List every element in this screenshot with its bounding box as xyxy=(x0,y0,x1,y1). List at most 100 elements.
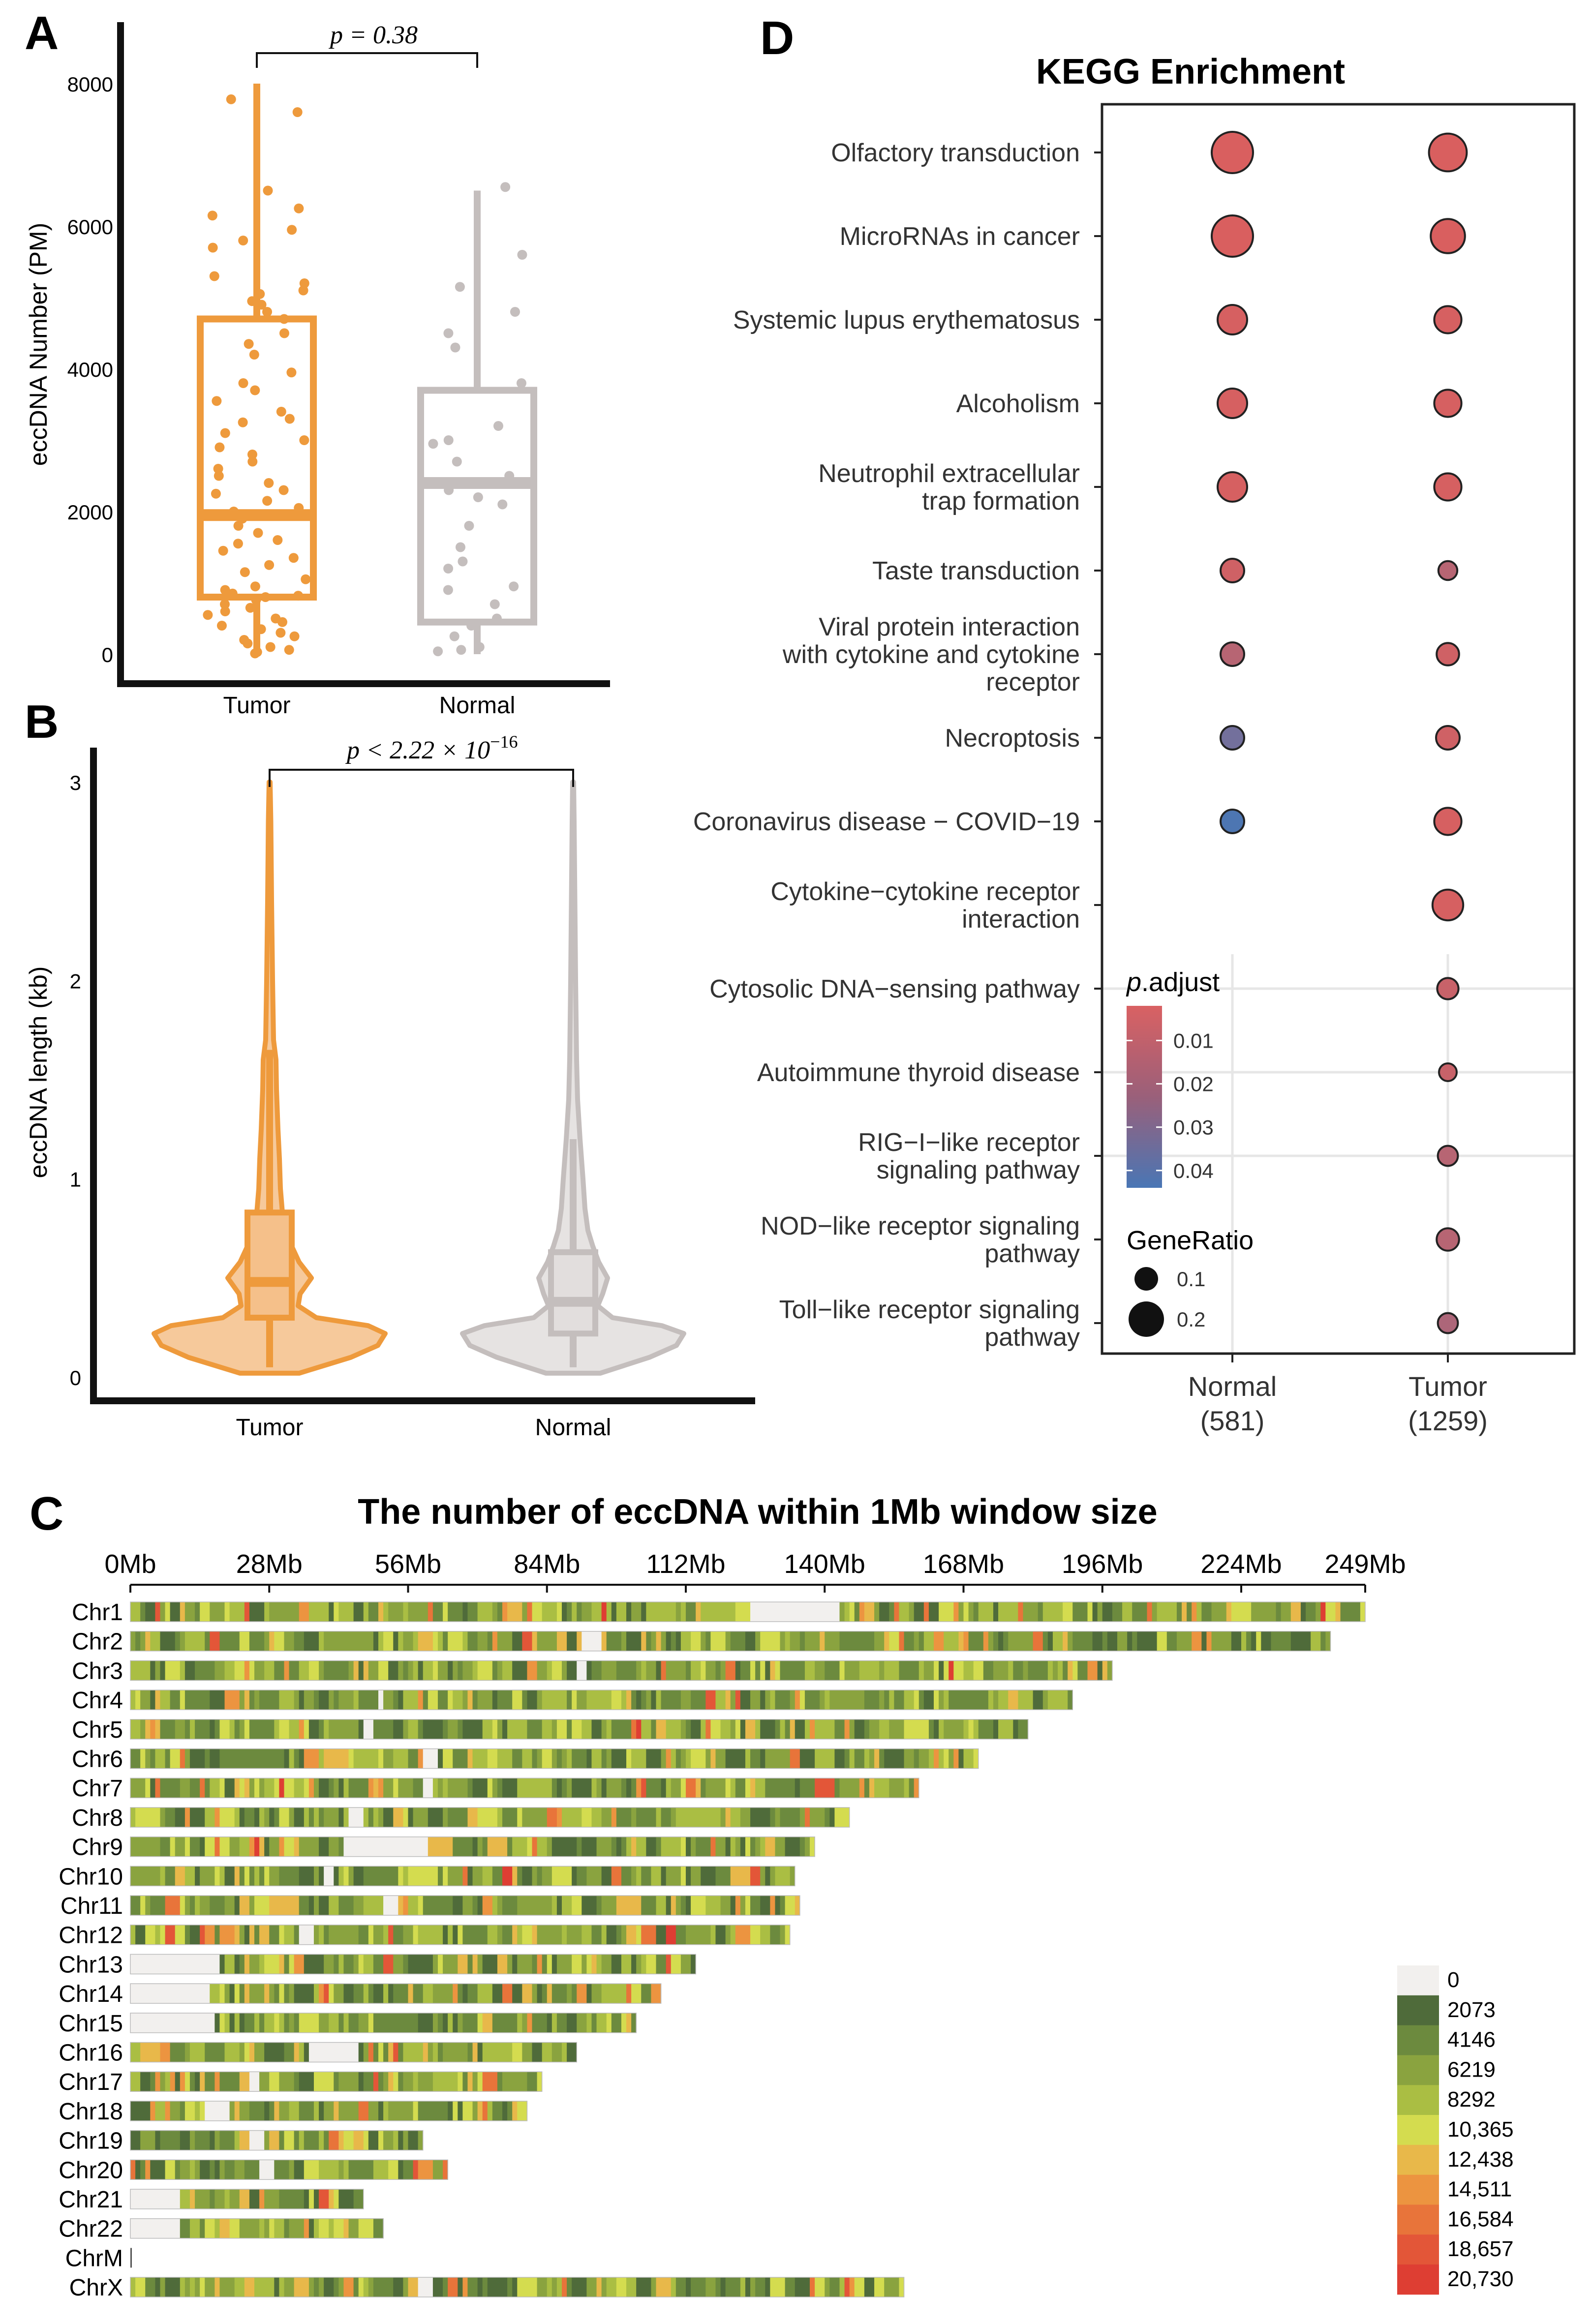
chromosome-segment xyxy=(968,1602,974,1622)
chromosome-segment xyxy=(378,1954,384,1974)
chromosome-segment xyxy=(745,1925,751,1945)
chromosome-segment xyxy=(651,1984,657,2004)
generatio-legend-label: 0.1 xyxy=(1177,1268,1205,1291)
chromosome-segment xyxy=(150,2218,156,2238)
chromosome-segment xyxy=(299,2072,305,2092)
data-point-tumor xyxy=(244,339,254,349)
chromosome-segment xyxy=(398,1719,404,1739)
chromosome-segment xyxy=(170,1866,176,1886)
chromosome-segment xyxy=(507,1778,513,1798)
chromosome-segment xyxy=(889,1719,894,1739)
chromosome-segment xyxy=(140,2189,146,2209)
chromosome-segment xyxy=(319,1837,324,1857)
chromosome-segment xyxy=(150,2189,156,2209)
chromosome-segment xyxy=(184,2277,190,2297)
chromosome-segment xyxy=(482,1925,488,1945)
chromosome-segment xyxy=(279,1954,285,1974)
chromosome-segment xyxy=(264,2160,270,2180)
chromosome-segment xyxy=(790,1631,796,1651)
chromosome-segment xyxy=(462,1690,468,1710)
chromosome-segment xyxy=(492,1837,498,1857)
chromosome-segment xyxy=(1082,1631,1088,1651)
chromosome-segment xyxy=(556,1719,562,1739)
panel-d-term-label: Cytosolic DNA−sensing pathway xyxy=(709,975,1080,1003)
chromosome-segment xyxy=(472,1749,478,1769)
data-point-normal xyxy=(443,435,454,445)
chromosome-segment xyxy=(1058,1631,1063,1651)
chromosome-segment xyxy=(308,2130,314,2150)
chromosome-segment xyxy=(1028,1660,1034,1681)
chromosome-segment xyxy=(313,1719,319,1739)
chromosome-segment xyxy=(388,1719,394,1739)
chromosome-segment xyxy=(200,2189,205,2209)
chromosome-segment xyxy=(229,1954,235,1974)
chromosome-segment xyxy=(234,2013,240,2033)
chromosome-segment xyxy=(646,1954,652,1974)
chromosome-segment xyxy=(1047,1690,1053,1710)
chromosome-segment xyxy=(561,2277,567,2297)
chromosome-segment xyxy=(790,1719,796,1739)
chromosome-segment xyxy=(294,1807,300,1827)
chromosome-segment xyxy=(467,1866,473,1886)
chromosome-segment xyxy=(1023,1631,1029,1651)
chromosome-segment xyxy=(398,1954,404,1974)
chromosome-segment xyxy=(750,1719,756,1739)
chromosome-segment xyxy=(914,1749,919,1769)
chromosome-segment xyxy=(829,1602,835,1622)
chromosome-segment xyxy=(512,1896,518,1915)
chromosome-segment xyxy=(547,1778,552,1798)
chromosome-segment xyxy=(790,1866,796,1886)
chromosome-segment xyxy=(229,1660,235,1681)
chromosome-segment xyxy=(160,2130,166,2150)
chromosome-segment xyxy=(696,1690,701,1710)
chromosome-segment xyxy=(720,1631,726,1651)
chromosome-segment xyxy=(993,1602,999,1622)
chromosome-segment xyxy=(388,2130,394,2150)
chromosome-segment xyxy=(720,1896,726,1915)
chromosome-segment xyxy=(140,1896,146,1915)
chromosome-segment xyxy=(403,1807,409,1827)
chromosome-segment xyxy=(586,1896,592,1915)
chromosome-segment xyxy=(234,2042,240,2062)
chromosome-segment xyxy=(234,1954,240,1974)
chromosome-segment xyxy=(502,2072,508,2092)
chromosome-segment xyxy=(1107,1660,1113,1681)
chromosome-segment xyxy=(308,1984,314,2004)
chromosome-segment xyxy=(284,1631,290,1651)
chromosome-segment xyxy=(254,1954,260,1974)
chromosome-segment xyxy=(329,2013,334,2033)
chromosome-segment xyxy=(859,2277,865,2297)
chromosome-segment xyxy=(437,2042,443,2062)
chromosome-segment xyxy=(517,1660,522,1681)
chromosome-segment xyxy=(393,1984,398,2004)
chromosome-segment xyxy=(437,1660,443,1681)
chromosome-segment xyxy=(219,1690,225,1710)
panel-label-b: B xyxy=(25,695,59,748)
chromosome-segment xyxy=(621,1631,627,1651)
chromosome-segment xyxy=(383,1837,389,1857)
chromosome-segment xyxy=(636,1778,642,1798)
chromosome-segment xyxy=(582,1602,587,1622)
chromosome-segment xyxy=(229,1749,235,1769)
legend-swatch xyxy=(1397,2204,1439,2235)
data-point-normal xyxy=(455,542,465,552)
panel-d-term-label: with cytokine and cytokine xyxy=(782,640,1080,669)
chromosome-segment xyxy=(914,1778,919,1798)
chromosome-segment xyxy=(334,1807,339,1827)
chromosome-segment xyxy=(224,2101,230,2121)
chromosome-segment xyxy=(200,2101,205,2121)
chromosome-segment xyxy=(313,1660,319,1681)
padj-legend-ticks: 0.010.020.030.04 xyxy=(1127,1029,1214,1182)
chromosome-segment xyxy=(785,1837,791,1857)
chromosome-segment xyxy=(254,1631,260,1651)
chromosome-segment xyxy=(259,2042,265,2062)
chromosome-segment xyxy=(219,2160,225,2180)
chromosome-segment xyxy=(785,1631,791,1651)
chromosome-segment xyxy=(988,1602,994,1622)
chromosome-segment xyxy=(160,2277,166,2297)
chromosome-segment xyxy=(304,2013,309,2033)
chromosome-segment xyxy=(353,1602,359,1622)
chromosome-segment xyxy=(646,2277,652,2297)
chromosome-segment xyxy=(517,2013,522,2033)
